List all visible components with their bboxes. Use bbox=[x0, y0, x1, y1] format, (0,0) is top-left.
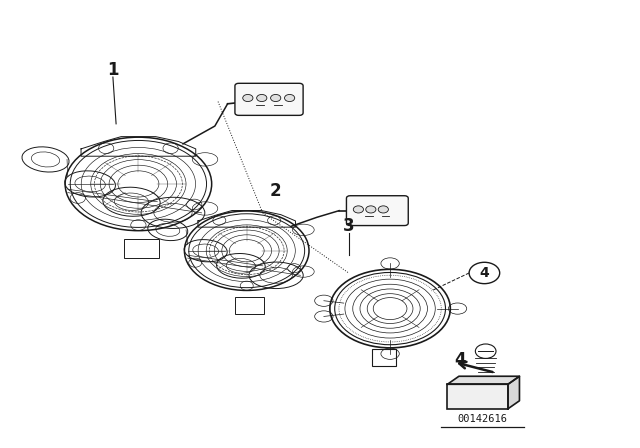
Circle shape bbox=[353, 206, 364, 213]
Text: 00142616: 00142616 bbox=[458, 414, 508, 424]
Bar bbox=[447, 384, 508, 409]
FancyBboxPatch shape bbox=[346, 196, 408, 225]
Polygon shape bbox=[447, 376, 520, 384]
Polygon shape bbox=[508, 376, 520, 409]
Circle shape bbox=[285, 95, 294, 102]
Text: 4: 4 bbox=[479, 266, 489, 280]
Text: 2: 2 bbox=[269, 181, 281, 200]
Circle shape bbox=[243, 95, 253, 102]
Text: 3: 3 bbox=[343, 217, 355, 235]
Text: 4: 4 bbox=[454, 351, 466, 369]
Circle shape bbox=[257, 95, 267, 102]
Circle shape bbox=[378, 206, 388, 213]
Circle shape bbox=[271, 95, 281, 102]
Circle shape bbox=[365, 206, 376, 213]
Text: 1: 1 bbox=[107, 61, 118, 79]
FancyBboxPatch shape bbox=[235, 83, 303, 116]
